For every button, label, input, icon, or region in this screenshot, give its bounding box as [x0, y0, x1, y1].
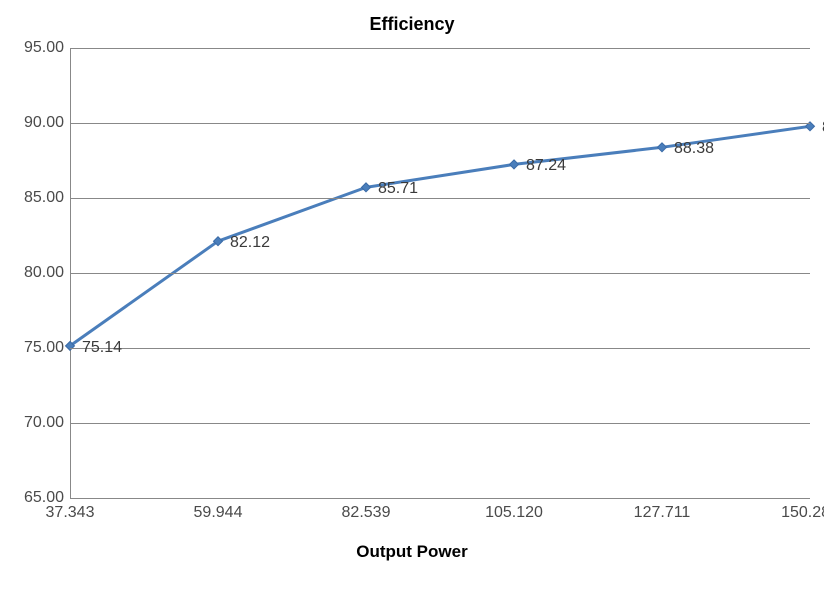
x-tick-label: 127.711 — [634, 498, 691, 522]
y-tick-label: 85.00 — [24, 189, 70, 207]
y-tick-label: 80.00 — [24, 264, 70, 282]
x-tick-label: 59.944 — [194, 498, 243, 522]
efficiency-chart: Efficiency 65.0070.0075.0080.0085.0090.0… — [0, 0, 824, 591]
x-tick-label: 150.288 — [781, 498, 824, 522]
y-tick-label: 95.00 — [24, 39, 70, 57]
x-tick-label: 82.539 — [342, 498, 391, 522]
chart-title: Efficiency — [0, 14, 824, 35]
series-polyline — [70, 126, 810, 346]
data-marker — [658, 143, 667, 152]
data-marker — [510, 160, 519, 169]
data-marker — [362, 183, 371, 192]
x-tick-label: 37.343 — [46, 498, 95, 522]
plot-area: 65.0070.0075.0080.0085.0090.0095.0037.34… — [70, 48, 810, 498]
gridline — [70, 423, 810, 424]
y-tick-label: 90.00 — [24, 114, 70, 132]
x-tick-label: 105.120 — [485, 498, 543, 522]
y-tick-label: 70.00 — [24, 414, 70, 432]
gridline — [70, 498, 810, 499]
gridline — [70, 348, 810, 349]
gridline — [70, 123, 810, 124]
gridline — [70, 48, 810, 49]
x-axis-title: Output Power — [0, 542, 824, 562]
gridline — [70, 273, 810, 274]
y-tick-label: 75.00 — [24, 339, 70, 357]
gridline — [70, 198, 810, 199]
